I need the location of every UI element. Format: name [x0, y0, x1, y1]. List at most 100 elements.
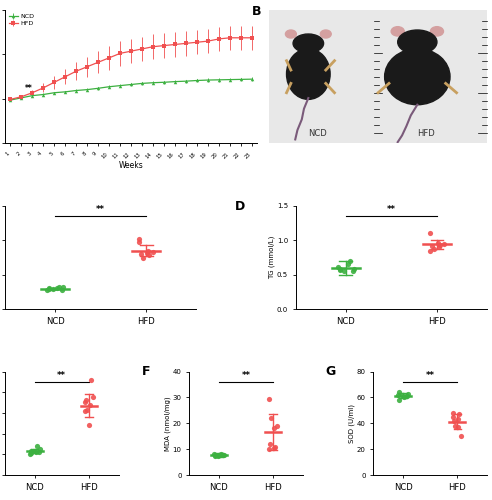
Point — [271, 442, 279, 450]
Text: **: ** — [387, 205, 396, 214]
X-axis label: Weeks: Weeks — [119, 161, 144, 170]
Point — [266, 440, 274, 448]
Point — [349, 266, 357, 274]
Point — [45, 284, 53, 292]
Text: **: ** — [426, 371, 435, 380]
Point — [35, 445, 43, 453]
Point — [219, 451, 227, 459]
Text: F: F — [141, 366, 150, 378]
Point — [32, 448, 40, 456]
Point — [454, 423, 461, 431]
Point — [81, 398, 89, 406]
Point — [435, 243, 443, 251]
Point — [449, 409, 457, 417]
Circle shape — [398, 30, 437, 54]
Point — [49, 284, 57, 292]
Point — [43, 286, 51, 294]
Point — [398, 391, 406, 399]
Point — [452, 422, 460, 430]
Ellipse shape — [391, 26, 404, 36]
Point — [30, 447, 37, 455]
Point — [58, 286, 65, 294]
Text: **: ** — [25, 84, 33, 93]
Ellipse shape — [320, 30, 331, 38]
Point — [273, 422, 281, 430]
Point — [135, 238, 143, 246]
Point — [86, 400, 94, 408]
Point — [436, 241, 444, 249]
Point — [27, 450, 35, 458]
Point — [404, 390, 412, 398]
Point — [339, 268, 347, 276]
Legend: NCD, HFD: NCD, HFD — [8, 13, 35, 27]
Point — [451, 416, 459, 424]
Point — [429, 242, 436, 250]
Point — [144, 246, 152, 254]
Point — [396, 396, 403, 404]
Point — [82, 396, 90, 404]
Point — [26, 450, 34, 458]
Point — [346, 257, 354, 265]
Point — [270, 424, 278, 432]
Point — [33, 442, 41, 450]
Point — [344, 260, 352, 268]
Point — [81, 407, 89, 415]
Point — [400, 394, 408, 402]
Ellipse shape — [286, 48, 330, 100]
Point — [395, 391, 402, 399]
Point — [449, 413, 457, 421]
Ellipse shape — [385, 48, 450, 104]
Point — [87, 376, 94, 384]
Point — [427, 230, 434, 237]
Point — [86, 422, 93, 430]
Point — [137, 250, 145, 258]
Y-axis label: SOD (U/ml): SOD (U/ml) — [349, 404, 355, 443]
Point — [270, 444, 277, 452]
Point — [334, 263, 342, 271]
Point — [27, 446, 35, 454]
Point — [265, 394, 273, 402]
Point — [402, 392, 410, 400]
Text: **: ** — [57, 371, 66, 380]
Y-axis label: TG (mmol/L): TG (mmol/L) — [269, 236, 276, 279]
Point — [396, 388, 403, 396]
Point — [35, 448, 43, 456]
Point — [139, 254, 147, 262]
Point — [267, 414, 275, 422]
Text: NCD: NCD — [308, 129, 326, 138]
Point — [336, 266, 343, 274]
Point — [434, 239, 442, 247]
Point — [350, 265, 358, 273]
Circle shape — [293, 34, 324, 52]
Point — [211, 450, 219, 458]
Point — [210, 450, 218, 458]
Point — [455, 410, 463, 418]
Point — [83, 406, 91, 414]
Point — [216, 452, 224, 460]
Point — [45, 285, 53, 293]
Point — [145, 252, 153, 260]
Point — [214, 452, 221, 460]
Text: G: G — [326, 366, 336, 378]
Text: B: B — [251, 4, 261, 18]
Y-axis label: MDA (nmol/mg): MDA (nmol/mg) — [165, 396, 171, 450]
Text: D: D — [235, 200, 245, 212]
Point — [217, 450, 225, 458]
Point — [211, 452, 219, 460]
Point — [403, 392, 411, 400]
Text: **: ** — [96, 205, 105, 214]
Point — [220, 451, 228, 459]
Point — [53, 284, 61, 292]
Point — [135, 235, 143, 243]
Point — [143, 250, 151, 258]
Point — [430, 244, 438, 252]
Point — [149, 248, 156, 256]
Point — [55, 283, 63, 291]
Ellipse shape — [285, 30, 296, 38]
Point — [457, 432, 465, 440]
Point — [336, 264, 343, 272]
Point — [60, 284, 67, 292]
Point — [89, 394, 97, 402]
Point — [426, 246, 434, 254]
Point — [455, 416, 462, 424]
